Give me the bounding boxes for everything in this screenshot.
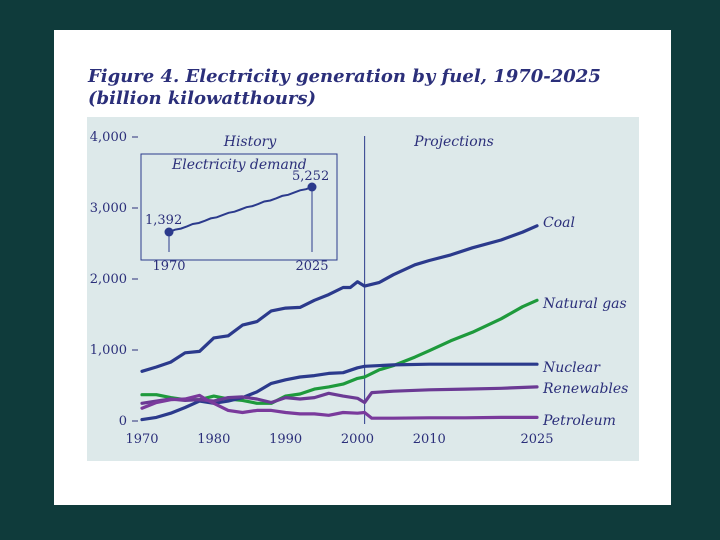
x-tick-label: 1990 [269, 432, 302, 447]
series-line-coal [140, 224, 539, 373]
chart-title-line-2: (billion kilowatthours) [88, 88, 317, 109]
series-label-natural-gas: Natural gas [542, 296, 627, 312]
inset-chart: Electricity demand 1,392 5,252 1970 2025 [140, 153, 338, 274]
y-tick-label: 0 [119, 414, 127, 429]
history-label: History [223, 134, 278, 150]
inset-start-point [164, 227, 174, 237]
series-layer [140, 224, 539, 422]
x-tick-label: 1970 [125, 432, 158, 447]
inset-end-value: 5,252 [292, 169, 329, 184]
y-tick-label: 2,000 [90, 272, 127, 287]
series-label-petroleum: Petroleum [542, 413, 616, 429]
inset-title: Electricity demand [171, 157, 307, 173]
y-tick-label: 4,000 [90, 130, 127, 145]
x-tick-label: 1980 [197, 432, 230, 447]
x-tick-label: 2010 [413, 432, 446, 447]
chart-title-line-1: Figure 4. Electricity generation by fuel… [88, 66, 601, 87]
inset-start-value: 1,392 [145, 213, 182, 228]
series-labels: Coal Natural gas Nuclear Renewables Petroleu… [542, 215, 628, 429]
series-label-nuclear: Nuclear [542, 360, 601, 376]
y-tick-label: 1,000 [90, 343, 127, 358]
x-tick-label: 2025 [520, 432, 553, 447]
chart-title: Figure 4. Electricity generation by fuel… [88, 66, 648, 110]
series-label-coal: Coal [543, 215, 575, 231]
x-tick-label: 2000 [341, 432, 374, 447]
series-line-renewables [140, 385, 539, 405]
series-line-petroleum [140, 393, 539, 420]
inset-end-point [307, 182, 317, 192]
inset-demand-line [168, 186, 313, 233]
y-tick-label: 3,000 [90, 201, 127, 216]
series-label-renewables: Renewables [542, 381, 628, 397]
x-axis: 1970 1980 1990 2000 2010 2025 [125, 432, 553, 447]
inset-end-year: 2025 [295, 259, 328, 274]
plot-area [87, 117, 639, 461]
slide-panel: Figure 4. Electricity generation by fuel… [54, 30, 671, 505]
y-axis: 0 1,000 2,000 3,000 4,000 [90, 130, 138, 429]
series-line-nuclear [140, 362, 539, 422]
inset-start-year: 1970 [152, 259, 185, 274]
electricity-chart: 0 1,000 2,000 3,000 4,000 1970 1980 1990 2000 20… [87, 117, 639, 461]
inset-frame [140, 153, 338, 261]
inset-layer: 1,392 5,252 1970 2025 [145, 169, 329, 274]
projections-label: Projections [413, 134, 494, 150]
